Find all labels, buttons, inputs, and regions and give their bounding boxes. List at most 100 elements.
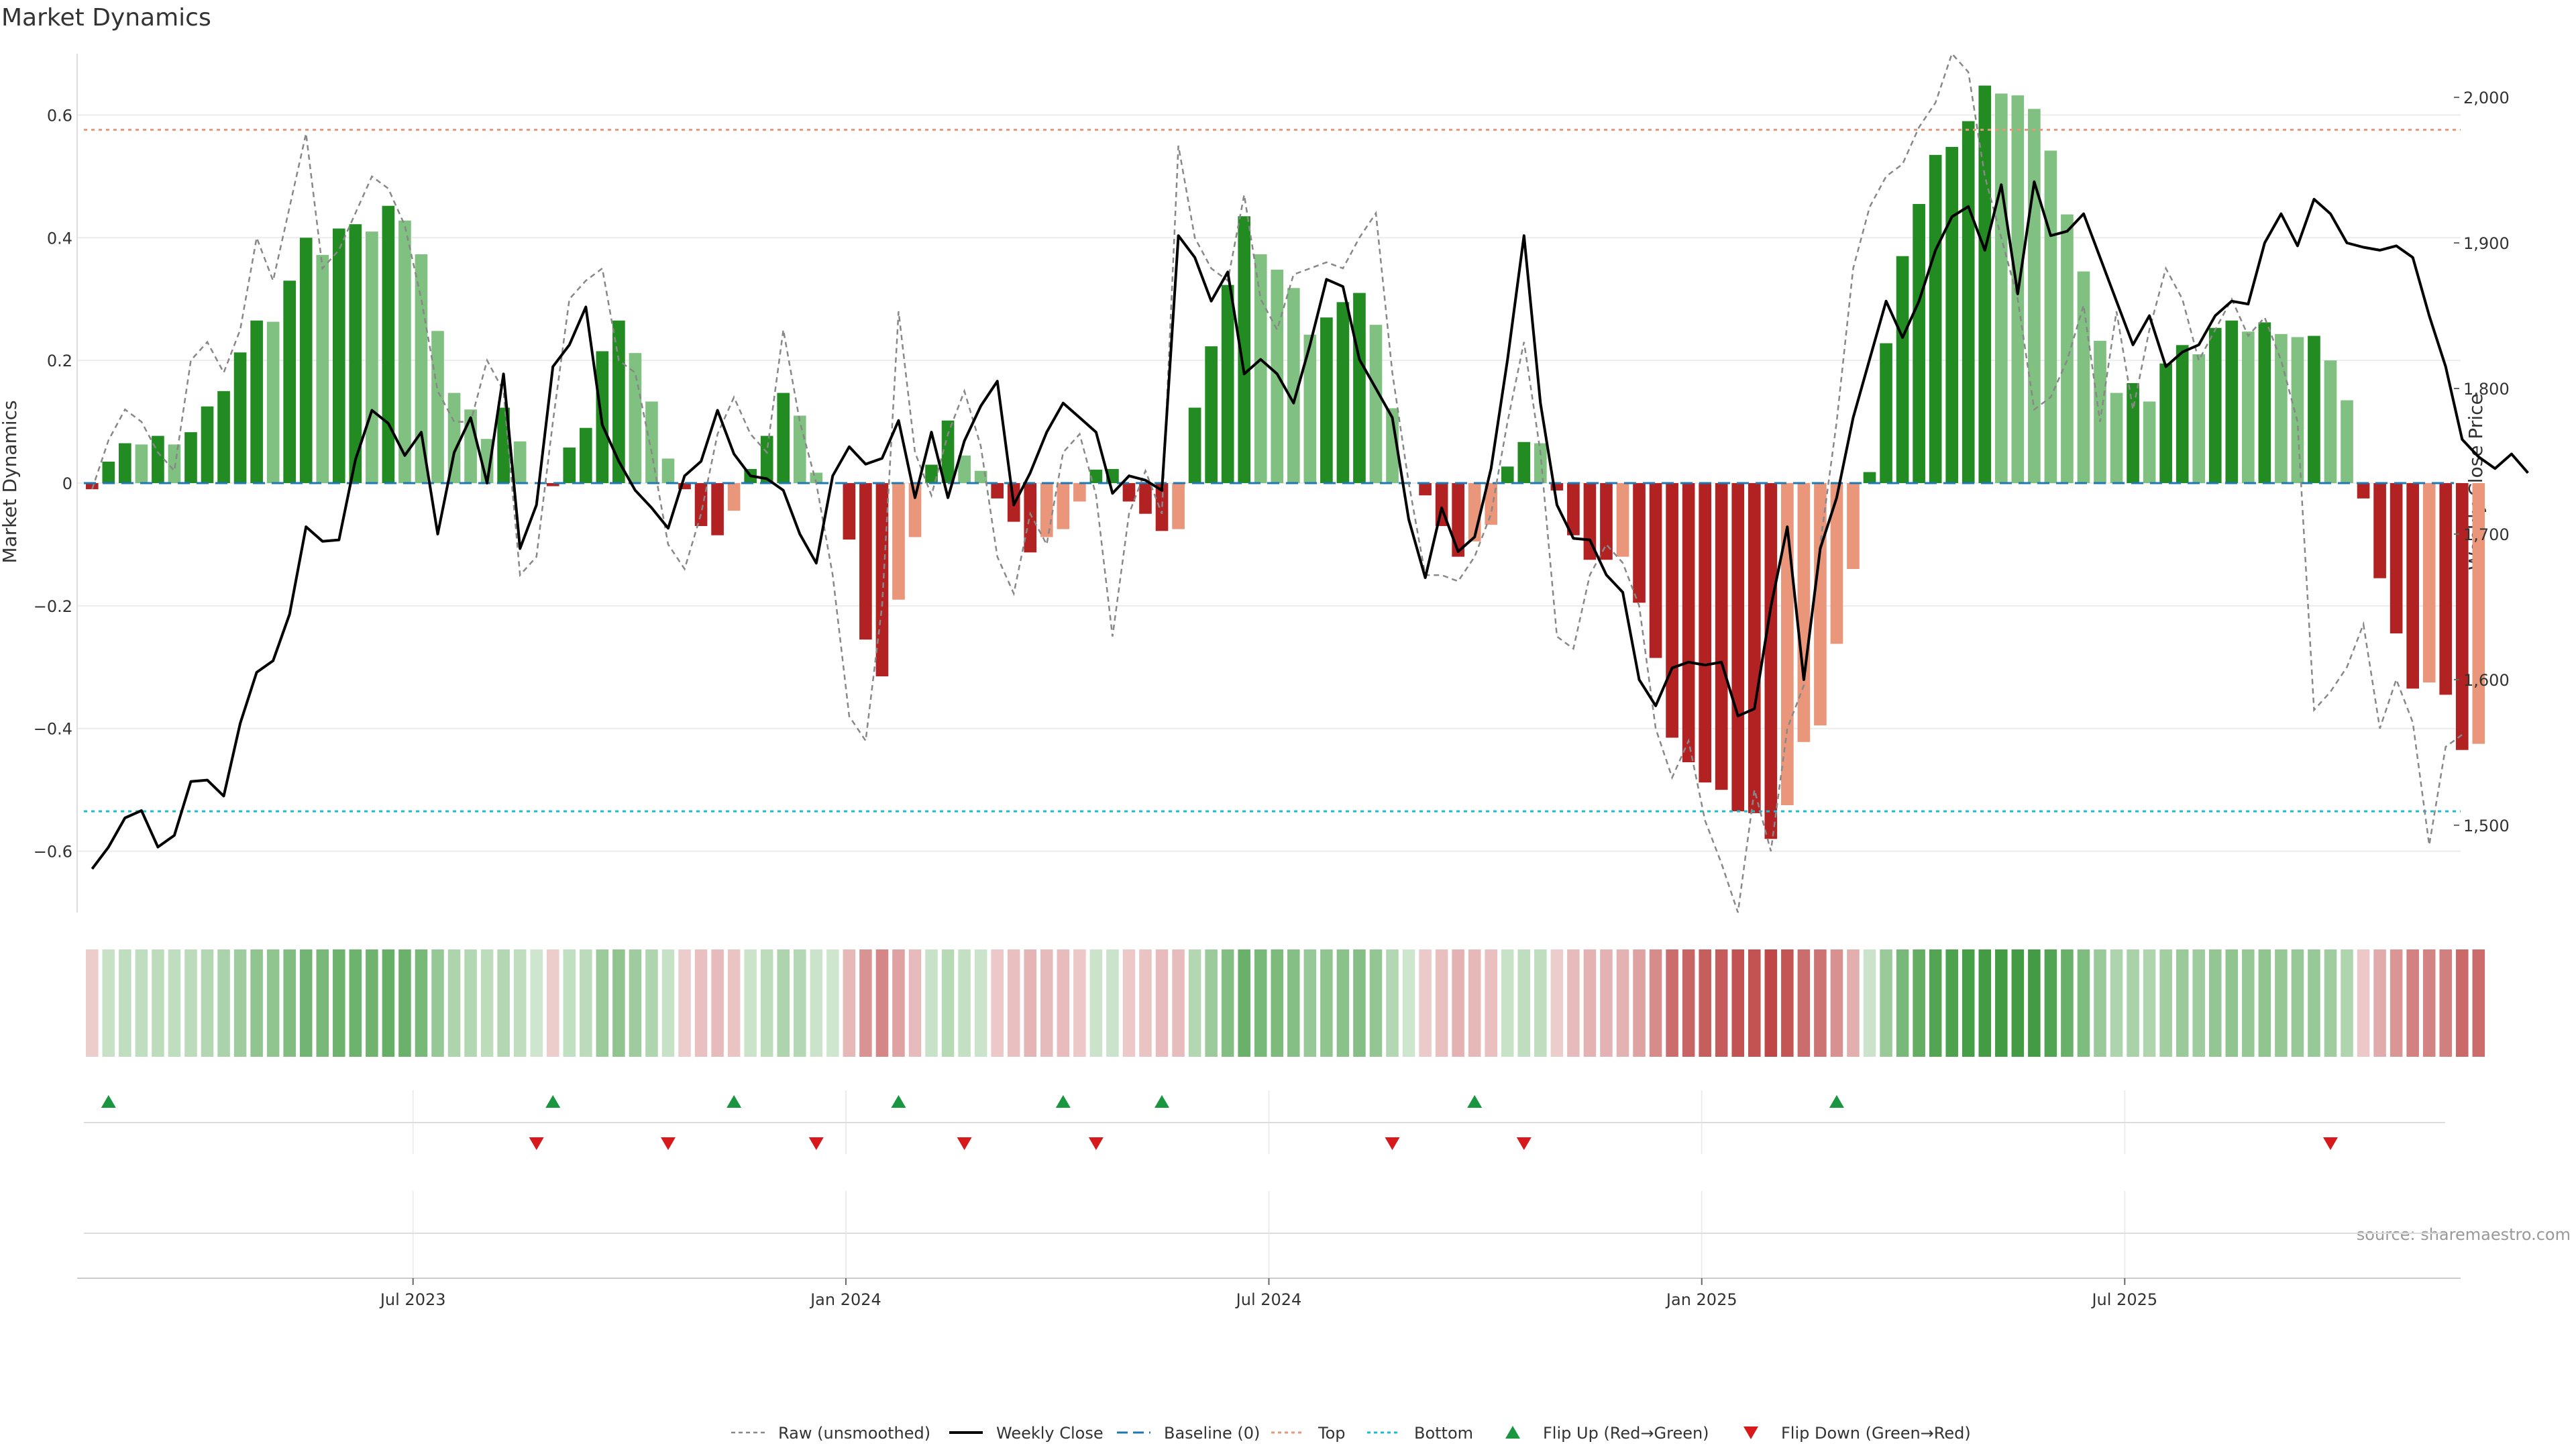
dynamics-bar bbox=[2373, 483, 2386, 578]
heatmap-cell bbox=[1089, 949, 1103, 1057]
flip-down-marker bbox=[1385, 1137, 1400, 1150]
dynamics-bar bbox=[2061, 214, 2074, 483]
heatmap-cell bbox=[744, 949, 757, 1057]
flip-down-marker bbox=[957, 1137, 972, 1150]
heatmap-cell bbox=[1386, 949, 1399, 1057]
dynamics-bar bbox=[2291, 337, 2304, 483]
dynamics-bar bbox=[250, 320, 263, 483]
dynamics-bar bbox=[2192, 354, 2206, 483]
heatmap-cell bbox=[86, 949, 99, 1057]
heatmap-cell bbox=[1155, 949, 1169, 1057]
heatmap-cell bbox=[2192, 949, 2205, 1057]
heatmap-cell bbox=[382, 949, 395, 1057]
dynamics-bar bbox=[1830, 483, 1843, 644]
dynamics-bar bbox=[2324, 360, 2337, 483]
heatmap-cell bbox=[546, 949, 559, 1057]
flip-up-marker bbox=[545, 1095, 561, 1108]
dynamics-bar bbox=[1024, 483, 1037, 553]
heatmap-cell bbox=[1880, 949, 1892, 1057]
heatmap-cell bbox=[596, 949, 609, 1057]
x-tick-label: Jan 2024 bbox=[809, 1290, 881, 1309]
heatmap-cell bbox=[908, 949, 922, 1057]
heatmap-cell bbox=[1303, 949, 1317, 1057]
dynamics-bar bbox=[1616, 483, 1629, 557]
flip-up-marker bbox=[891, 1095, 906, 1108]
dynamics-bar bbox=[1699, 483, 1711, 783]
flip-down-marker bbox=[1516, 1137, 1532, 1150]
legend-label: Weekly Close bbox=[996, 1424, 1104, 1443]
heatmap-cell bbox=[1040, 949, 1053, 1057]
dynamics-bar bbox=[612, 320, 625, 483]
heatmap-cell bbox=[250, 949, 263, 1057]
heatmap-cell bbox=[102, 949, 115, 1057]
heatmap-cell bbox=[1550, 949, 1564, 1057]
heatmap-cell bbox=[366, 949, 378, 1057]
heatmap-cell bbox=[266, 949, 280, 1057]
heatmap-cell bbox=[1485, 949, 1497, 1057]
series-lines bbox=[91, 52, 2529, 913]
legend-label: Top bbox=[1318, 1424, 1346, 1443]
dynamics-bar bbox=[366, 231, 378, 483]
dynamics-bar bbox=[2044, 150, 2057, 483]
heatmap-cell bbox=[299, 949, 313, 1057]
dynamics-bar bbox=[892, 483, 905, 600]
heatmap-cell bbox=[1238, 949, 1250, 1057]
heatmap-cell bbox=[2143, 949, 2156, 1057]
heatmap-cell bbox=[2456, 949, 2469, 1057]
dynamics-bar bbox=[513, 441, 527, 483]
heatmap-cell bbox=[1057, 949, 1070, 1057]
dynamics-bar bbox=[2308, 335, 2320, 483]
dynamics-bar bbox=[1764, 483, 1778, 839]
heatmap-cell bbox=[1534, 949, 1547, 1057]
legend-label: Bottom bbox=[1414, 1424, 1473, 1443]
flip-down-marker bbox=[808, 1137, 824, 1150]
heatmap-cell bbox=[333, 949, 345, 1057]
dynamics-bar bbox=[908, 483, 922, 537]
heatmap-cell bbox=[415, 949, 428, 1057]
heatmap-cell bbox=[2275, 949, 2288, 1057]
flip-down-marker bbox=[2322, 1137, 2338, 1150]
heatmap-cell bbox=[661, 949, 675, 1057]
dynamics-bar bbox=[1797, 483, 1811, 742]
heatmap-cell bbox=[1781, 949, 1794, 1057]
y-right-tick-label: 2,000 bbox=[2463, 89, 2510, 107]
dynamics-bar bbox=[382, 205, 395, 483]
heatmap-cell bbox=[1945, 949, 1958, 1057]
heatmap-cell bbox=[2373, 949, 2386, 1057]
dynamics-bar bbox=[1353, 293, 1366, 483]
heatmap-cell bbox=[513, 949, 527, 1057]
heatmap-cell bbox=[2077, 949, 2090, 1057]
x-tick-label: Jul 2024 bbox=[1235, 1290, 1302, 1309]
x-tick-label: Jul 2023 bbox=[379, 1290, 446, 1309]
dynamics-bar bbox=[1649, 483, 1662, 658]
dynamics-bar bbox=[1320, 317, 1333, 483]
heatmap-cell bbox=[941, 949, 955, 1057]
dynamics-bar bbox=[777, 393, 790, 483]
legend-label: Flip Up (Red→Green) bbox=[1543, 1424, 1709, 1443]
heatmap-cell bbox=[875, 949, 889, 1057]
y-left-tick-label: −0.6 bbox=[34, 843, 72, 862]
dynamics-bar bbox=[1122, 483, 1136, 502]
dynamics-bar bbox=[1748, 483, 1761, 813]
heatmap-cell bbox=[580, 949, 592, 1057]
heatmap-cell bbox=[398, 949, 411, 1057]
dynamics-bar bbox=[1254, 254, 1267, 483]
heatmap-cell bbox=[2341, 949, 2353, 1057]
flip-up-marker bbox=[1829, 1095, 1844, 1108]
heatmap-cell bbox=[1731, 949, 1745, 1057]
heatmap-cell bbox=[1320, 949, 1333, 1057]
dynamics-bar bbox=[1600, 483, 1613, 560]
y-left-tick-label: 0.4 bbox=[47, 229, 72, 248]
dynamics-bar bbox=[415, 254, 428, 483]
dynamics-bar bbox=[447, 393, 461, 483]
dynamics-bar bbox=[1221, 284, 1234, 483]
heatmap-cell bbox=[1962, 949, 1975, 1057]
heatmap-cell bbox=[497, 949, 510, 1057]
dynamics-bar bbox=[629, 353, 642, 483]
dynamics-bar bbox=[1962, 121, 1975, 484]
heatmap-cell bbox=[2357, 949, 2370, 1057]
y-left-tick-label: 0.2 bbox=[47, 352, 72, 370]
heatmap-cell bbox=[810, 949, 823, 1057]
